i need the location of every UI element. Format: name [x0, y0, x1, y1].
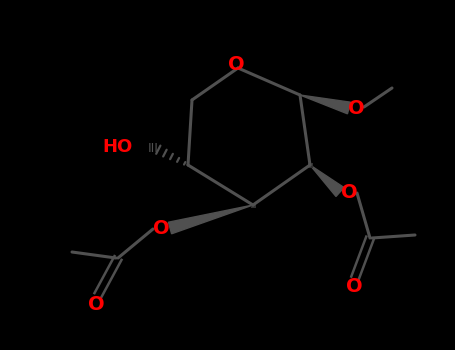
Text: O: O — [348, 98, 364, 118]
Text: III: III — [147, 141, 158, 154]
Text: O: O — [88, 294, 104, 314]
Bar — [251, 203, 256, 208]
Polygon shape — [310, 165, 344, 196]
Bar — [308, 162, 313, 168]
Polygon shape — [300, 95, 350, 114]
Text: HO: HO — [103, 138, 133, 156]
Text: O: O — [228, 55, 244, 74]
Text: O: O — [341, 182, 357, 202]
Text: O: O — [153, 218, 169, 238]
Text: O: O — [346, 278, 362, 296]
Polygon shape — [168, 205, 253, 234]
